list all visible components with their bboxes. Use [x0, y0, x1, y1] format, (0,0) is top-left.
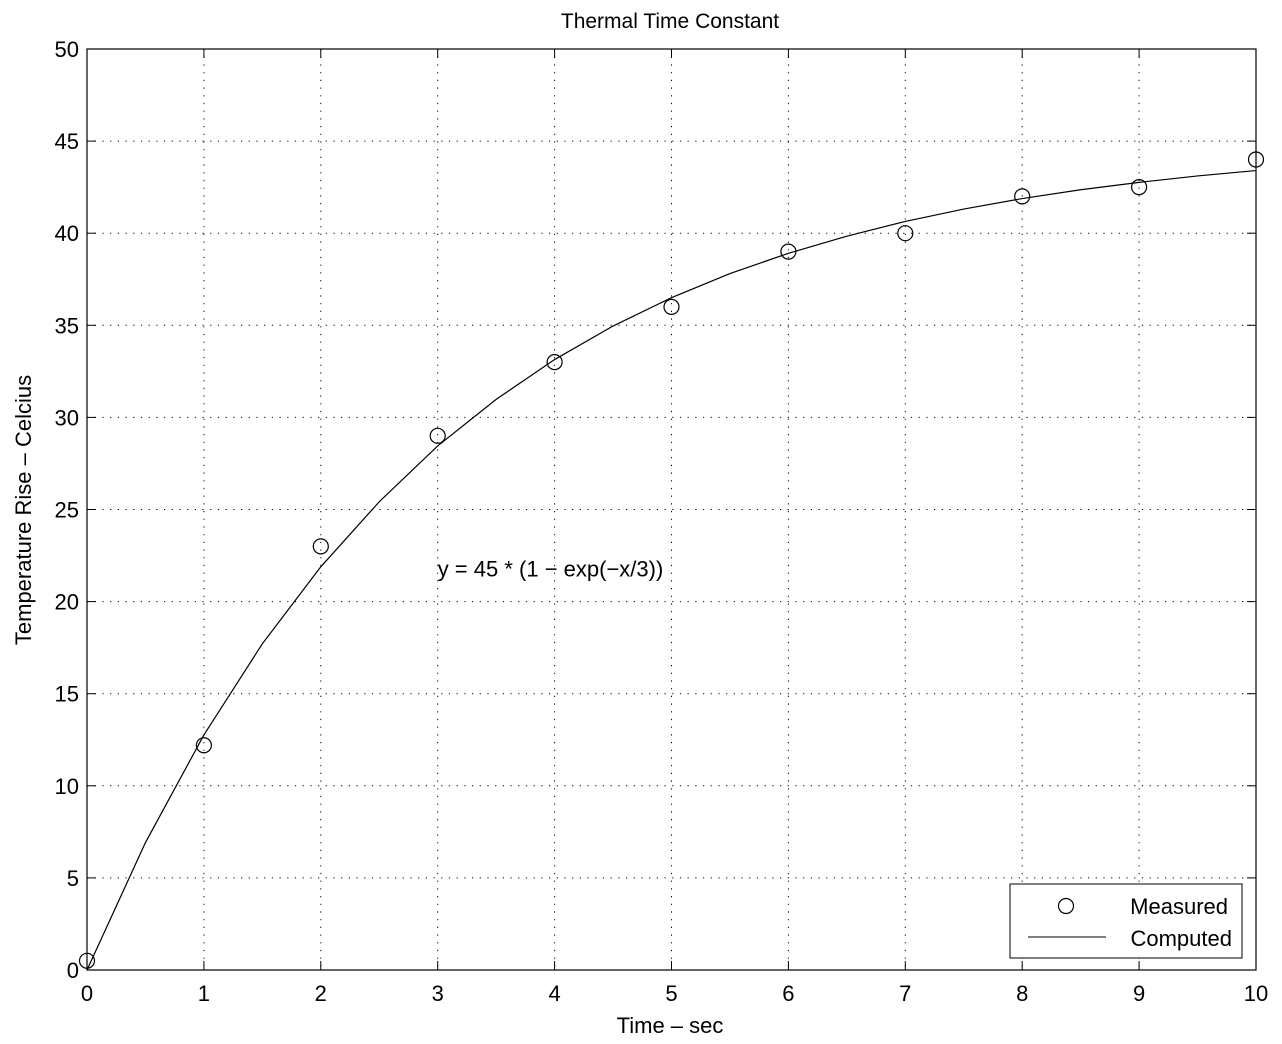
- y-tick-label: 25: [55, 498, 79, 523]
- measured-point: [312, 538, 329, 555]
- measured-point: [78, 952, 96, 969]
- x-tick-label: 5: [665, 981, 677, 1006]
- series: [78, 151, 1265, 971]
- x-tick-label: 10: [1244, 981, 1268, 1006]
- measured-point: [429, 427, 446, 444]
- chart-title: Thermal Time Constant: [561, 10, 779, 33]
- equation-annotation: y = 45 * (1 − exp(−x/3)): [438, 556, 664, 581]
- y-tick-label: 45: [55, 129, 79, 154]
- x-tick-label: 4: [548, 981, 560, 1006]
- x-tick-label: 3: [432, 981, 444, 1006]
- y-tick-label: 0: [67, 958, 79, 983]
- legend-label-measured: Measured: [1130, 894, 1228, 919]
- x-tick-label: 7: [899, 981, 911, 1006]
- y-tick-label: 15: [55, 682, 79, 707]
- measured-point: [195, 737, 212, 754]
- x-tick-label: 1: [198, 981, 210, 1006]
- measured-point: [663, 298, 680, 315]
- x-tick-label: 0: [81, 981, 93, 1006]
- y-tick-label: 30: [55, 405, 79, 430]
- legend-box: [1009, 883, 1243, 959]
- x-tick-label: 8: [1016, 981, 1028, 1006]
- x-tick-label: 9: [1133, 981, 1145, 1006]
- computed-line: [86, 169, 1257, 971]
- y-tick-label: 10: [55, 774, 79, 799]
- legend: Measured Computed: [1009, 883, 1243, 959]
- measured-point: [897, 225, 914, 242]
- y-tick-label: 35: [55, 313, 79, 338]
- x-tick-label: 2: [315, 981, 327, 1006]
- measured-point: [1247, 151, 1265, 168]
- y-axis-label: Temperature Rise – Celcius: [11, 375, 36, 645]
- legend-marker-measured: [1057, 897, 1075, 915]
- y-tick-label: 40: [55, 221, 79, 246]
- y-tick-label: 50: [55, 37, 79, 62]
- measured-point: [546, 354, 563, 371]
- measured-point: [780, 243, 797, 260]
- measured-point: [1130, 179, 1148, 196]
- legend-label-computed: Computed: [1130, 926, 1232, 951]
- y-tick-label: 20: [55, 590, 79, 615]
- x-tick-label: 6: [782, 981, 794, 1006]
- x-axis-label: Time – sec: [617, 1013, 724, 1038]
- measured-point: [1014, 188, 1031, 205]
- axes: [86, 48, 1257, 971]
- y-tick-label: 5: [67, 866, 79, 891]
